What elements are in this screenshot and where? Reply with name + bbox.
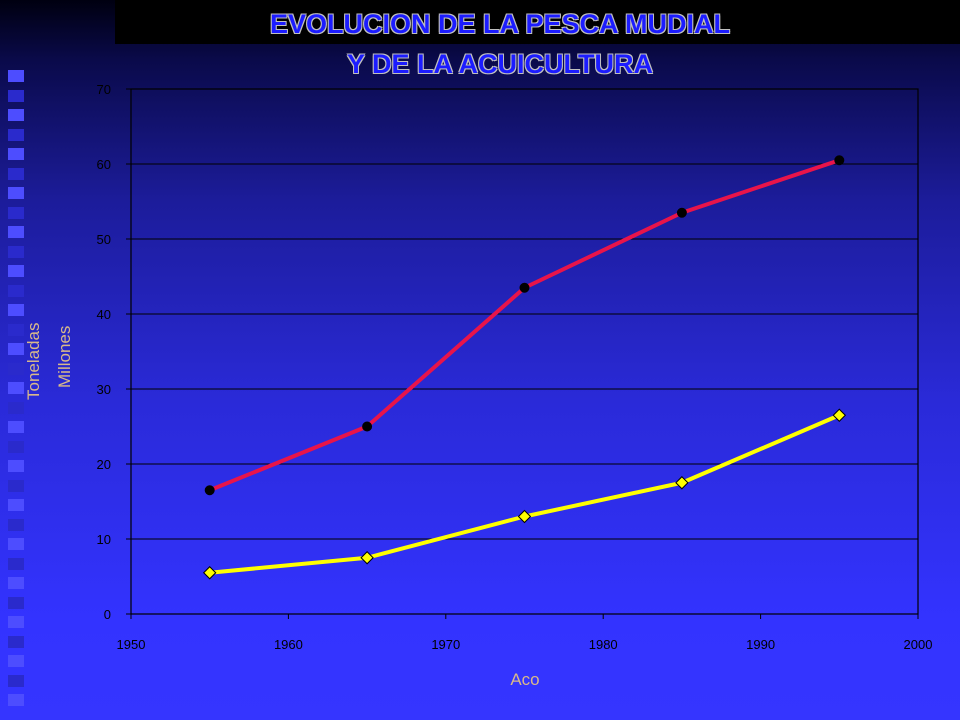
data-point-circle bbox=[834, 155, 845, 166]
decorative-square bbox=[8, 674, 24, 687]
title-line-2: Y DE LA ACUICULTURA bbox=[347, 49, 653, 79]
title-line-1: EVOLUCION DE LA PESCA MUDIAL bbox=[269, 9, 730, 39]
decorative-square bbox=[8, 499, 24, 511]
plot-frame bbox=[130, 88, 919, 615]
y-tick-label: 20 bbox=[97, 457, 111, 472]
decorative-square bbox=[8, 304, 24, 316]
y-tick-label: 40 bbox=[97, 307, 111, 322]
series-line-2 bbox=[209, 413, 841, 575]
x-tick-label: 1970 bbox=[431, 637, 460, 652]
decorative-square bbox=[8, 694, 24, 706]
decorative-square bbox=[8, 577, 24, 589]
data-point-circle bbox=[362, 421, 373, 432]
data-point-circle bbox=[676, 207, 687, 218]
decorative-square bbox=[8, 440, 24, 453]
y-tick-label: 30 bbox=[97, 382, 111, 397]
y-axis-label-millones: Millones bbox=[55, 325, 74, 388]
x-axis-label: Aco bbox=[510, 670, 540, 689]
y-tick-label: 10 bbox=[97, 532, 111, 547]
data-point-circle bbox=[519, 282, 530, 293]
decorative-square bbox=[8, 518, 24, 531]
y-tick-label: 70 bbox=[97, 82, 111, 97]
decorative-square bbox=[8, 479, 24, 492]
y-tick-label: 50 bbox=[97, 232, 111, 247]
x-tick-label: 1950 bbox=[117, 637, 146, 652]
x-tick-label: 2000 bbox=[904, 637, 933, 652]
decorative-square bbox=[8, 596, 24, 609]
decorative-square bbox=[8, 538, 24, 550]
decorative-square bbox=[8, 421, 24, 433]
decorative-square bbox=[8, 109, 24, 121]
decorative-square bbox=[8, 323, 24, 336]
decorative-square bbox=[8, 128, 24, 141]
decorative-square bbox=[8, 284, 24, 297]
decorative-square bbox=[8, 382, 24, 394]
y-tick-label: 60 bbox=[97, 157, 111, 172]
data-point-diamond bbox=[202, 566, 217, 580]
decorative-square bbox=[8, 616, 24, 628]
data-point-diamond bbox=[832, 408, 847, 422]
decorative-square bbox=[8, 167, 24, 180]
decorative-square bbox=[8, 148, 24, 160]
chart-title: EVOLUCION DE LA PESCA MUDIAL Y DE LA ACU… bbox=[140, 4, 860, 84]
data-point-diamond bbox=[517, 509, 532, 524]
x-tick-label: 1980 bbox=[589, 637, 618, 652]
decorative-square bbox=[8, 460, 24, 472]
decorative-square bbox=[8, 89, 24, 102]
decorative-square bbox=[8, 557, 24, 570]
series-line-1 bbox=[208, 158, 840, 493]
y-axis-label-toneladas: Toneladas bbox=[24, 322, 43, 400]
decorative-square bbox=[8, 265, 24, 277]
title-bar bbox=[115, 0, 960, 44]
decorative-square bbox=[8, 70, 24, 82]
series-layer bbox=[202, 155, 847, 580]
x-tick-label: 1990 bbox=[746, 637, 775, 652]
decorative-square bbox=[8, 343, 24, 355]
decorative-square bbox=[8, 206, 24, 219]
decorative-square bbox=[8, 362, 24, 375]
data-point-diamond bbox=[675, 476, 689, 490]
decorative-square bbox=[8, 226, 24, 238]
data-point-circle bbox=[204, 485, 215, 496]
data-point-diamond bbox=[360, 551, 374, 565]
y-tick-label: 0 bbox=[104, 607, 111, 622]
decorative-square bbox=[8, 401, 24, 414]
decorative-square bbox=[8, 187, 24, 199]
decorative-square bbox=[8, 635, 24, 648]
grid-layer bbox=[130, 88, 919, 615]
decorative-square bbox=[8, 655, 24, 667]
x-tick-label: 1960 bbox=[274, 637, 303, 652]
decorative-square-column bbox=[0, 0, 40, 720]
axis-layer: 0 10 20 30 40 50 60 70 1950 1960 1970 1980 1990 2000 bbox=[97, 82, 933, 652]
decorative-square bbox=[8, 245, 24, 258]
